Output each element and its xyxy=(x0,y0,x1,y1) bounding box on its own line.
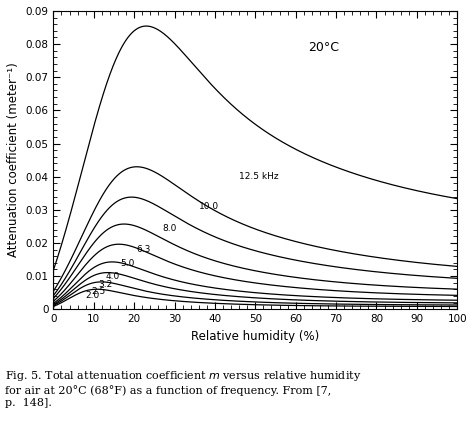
Text: 2.5: 2.5 xyxy=(92,287,106,295)
Text: 12.5 kHz: 12.5 kHz xyxy=(239,172,279,181)
Text: 20°C: 20°C xyxy=(308,41,339,54)
Text: 8.0: 8.0 xyxy=(163,224,177,233)
Text: 10.0: 10.0 xyxy=(199,202,219,211)
Y-axis label: Attenuation coefficient (meter⁻¹): Attenuation coefficient (meter⁻¹) xyxy=(7,63,20,257)
Text: 2.0: 2.0 xyxy=(86,291,100,301)
Text: 3.2: 3.2 xyxy=(98,280,112,289)
Text: 5.0: 5.0 xyxy=(120,259,134,268)
Text: Fig. 5. Total attenuation coefficient $m$ versus relative humidity
for air at 20: Fig. 5. Total attenuation coefficient $m… xyxy=(5,369,361,408)
Text: 4.0: 4.0 xyxy=(106,271,120,281)
Text: 6.3: 6.3 xyxy=(136,245,151,254)
X-axis label: Relative humidity (%): Relative humidity (%) xyxy=(191,329,319,343)
